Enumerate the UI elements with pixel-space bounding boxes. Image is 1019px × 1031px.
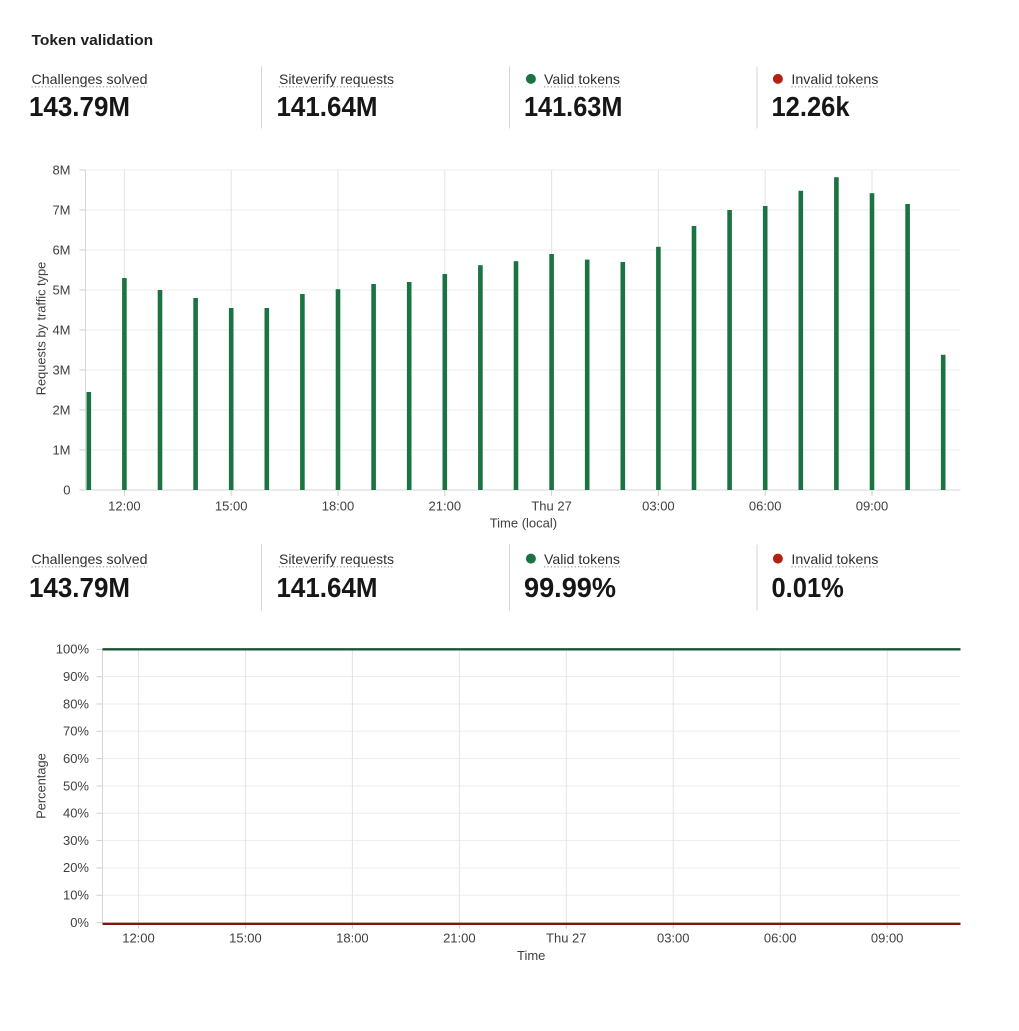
- svg-text:80%: 80%: [63, 696, 89, 711]
- svg-text:0%: 0%: [70, 915, 89, 930]
- svg-text:141.63M: 141.63M: [524, 91, 622, 122]
- svg-text:7M: 7M: [52, 202, 70, 217]
- svg-text:Time: Time: [517, 948, 545, 963]
- svg-text:Time (local): Time (local): [490, 516, 557, 531]
- svg-text:2M: 2M: [52, 402, 70, 417]
- svg-text:09:00: 09:00: [871, 931, 904, 946]
- svg-text:8M: 8M: [52, 162, 70, 177]
- svg-text:06:00: 06:00: [749, 499, 782, 514]
- svg-text:100%: 100%: [56, 642, 90, 657]
- svg-text:06:00: 06:00: [764, 931, 797, 946]
- svg-text:5M: 5M: [52, 282, 70, 297]
- svg-text:141.64M: 141.64M: [277, 572, 378, 603]
- svg-text:99.99%: 99.99%: [524, 572, 616, 603]
- svg-text:Invalid tokens: Invalid tokens: [791, 551, 878, 567]
- svg-text:4M: 4M: [52, 322, 70, 337]
- svg-text:12:00: 12:00: [122, 931, 155, 946]
- svg-text:143.79M: 143.79M: [29, 91, 130, 122]
- svg-text:70%: 70%: [63, 724, 89, 739]
- svg-text:18:00: 18:00: [336, 931, 369, 946]
- svg-text:141.64M: 141.64M: [277, 91, 378, 122]
- svg-text:Valid tokens: Valid tokens: [544, 71, 620, 87]
- svg-text:Requests by traffic type: Requests by traffic type: [34, 262, 49, 396]
- svg-text:Siteverify requests: Siteverify requests: [279, 71, 394, 87]
- svg-text:143.79M: 143.79M: [29, 572, 130, 603]
- svg-text:21:00: 21:00: [443, 931, 476, 946]
- svg-text:Invalid tokens: Invalid tokens: [791, 71, 878, 87]
- svg-text:40%: 40%: [63, 806, 89, 821]
- svg-text:21:00: 21:00: [429, 499, 462, 514]
- svg-text:20%: 20%: [63, 860, 89, 875]
- svg-text:10%: 10%: [63, 888, 89, 903]
- svg-text:6M: 6M: [52, 242, 70, 257]
- svg-text:15:00: 15:00: [215, 499, 248, 514]
- svg-text:Valid tokens: Valid tokens: [544, 551, 620, 567]
- svg-text:18:00: 18:00: [322, 499, 355, 514]
- svg-text:0.01%: 0.01%: [772, 572, 844, 603]
- svg-text:03:00: 03:00: [657, 931, 690, 946]
- svg-text:50%: 50%: [63, 778, 89, 793]
- svg-text:60%: 60%: [63, 751, 89, 766]
- svg-text:1M: 1M: [52, 442, 70, 457]
- svg-text:Thu 27: Thu 27: [531, 499, 571, 514]
- svg-text:12:00: 12:00: [108, 499, 141, 514]
- svg-text:Siteverify requests: Siteverify requests: [279, 551, 394, 567]
- svg-text:0: 0: [63, 482, 70, 497]
- svg-text:03:00: 03:00: [642, 499, 675, 514]
- svg-text:09:00: 09:00: [856, 499, 889, 514]
- svg-text:3M: 3M: [52, 362, 70, 377]
- svg-text:Challenges solved: Challenges solved: [32, 71, 148, 87]
- svg-text:30%: 30%: [63, 833, 89, 848]
- svg-text:Challenges solved: Challenges solved: [32, 551, 148, 567]
- svg-text:12.26k: 12.26k: [772, 91, 850, 122]
- svg-text:Thu 27: Thu 27: [546, 931, 586, 946]
- svg-text:Token validation: Token validation: [32, 32, 154, 49]
- svg-text:15:00: 15:00: [229, 931, 262, 946]
- svg-text:90%: 90%: [63, 669, 89, 684]
- svg-text:Percentage: Percentage: [34, 753, 49, 818]
